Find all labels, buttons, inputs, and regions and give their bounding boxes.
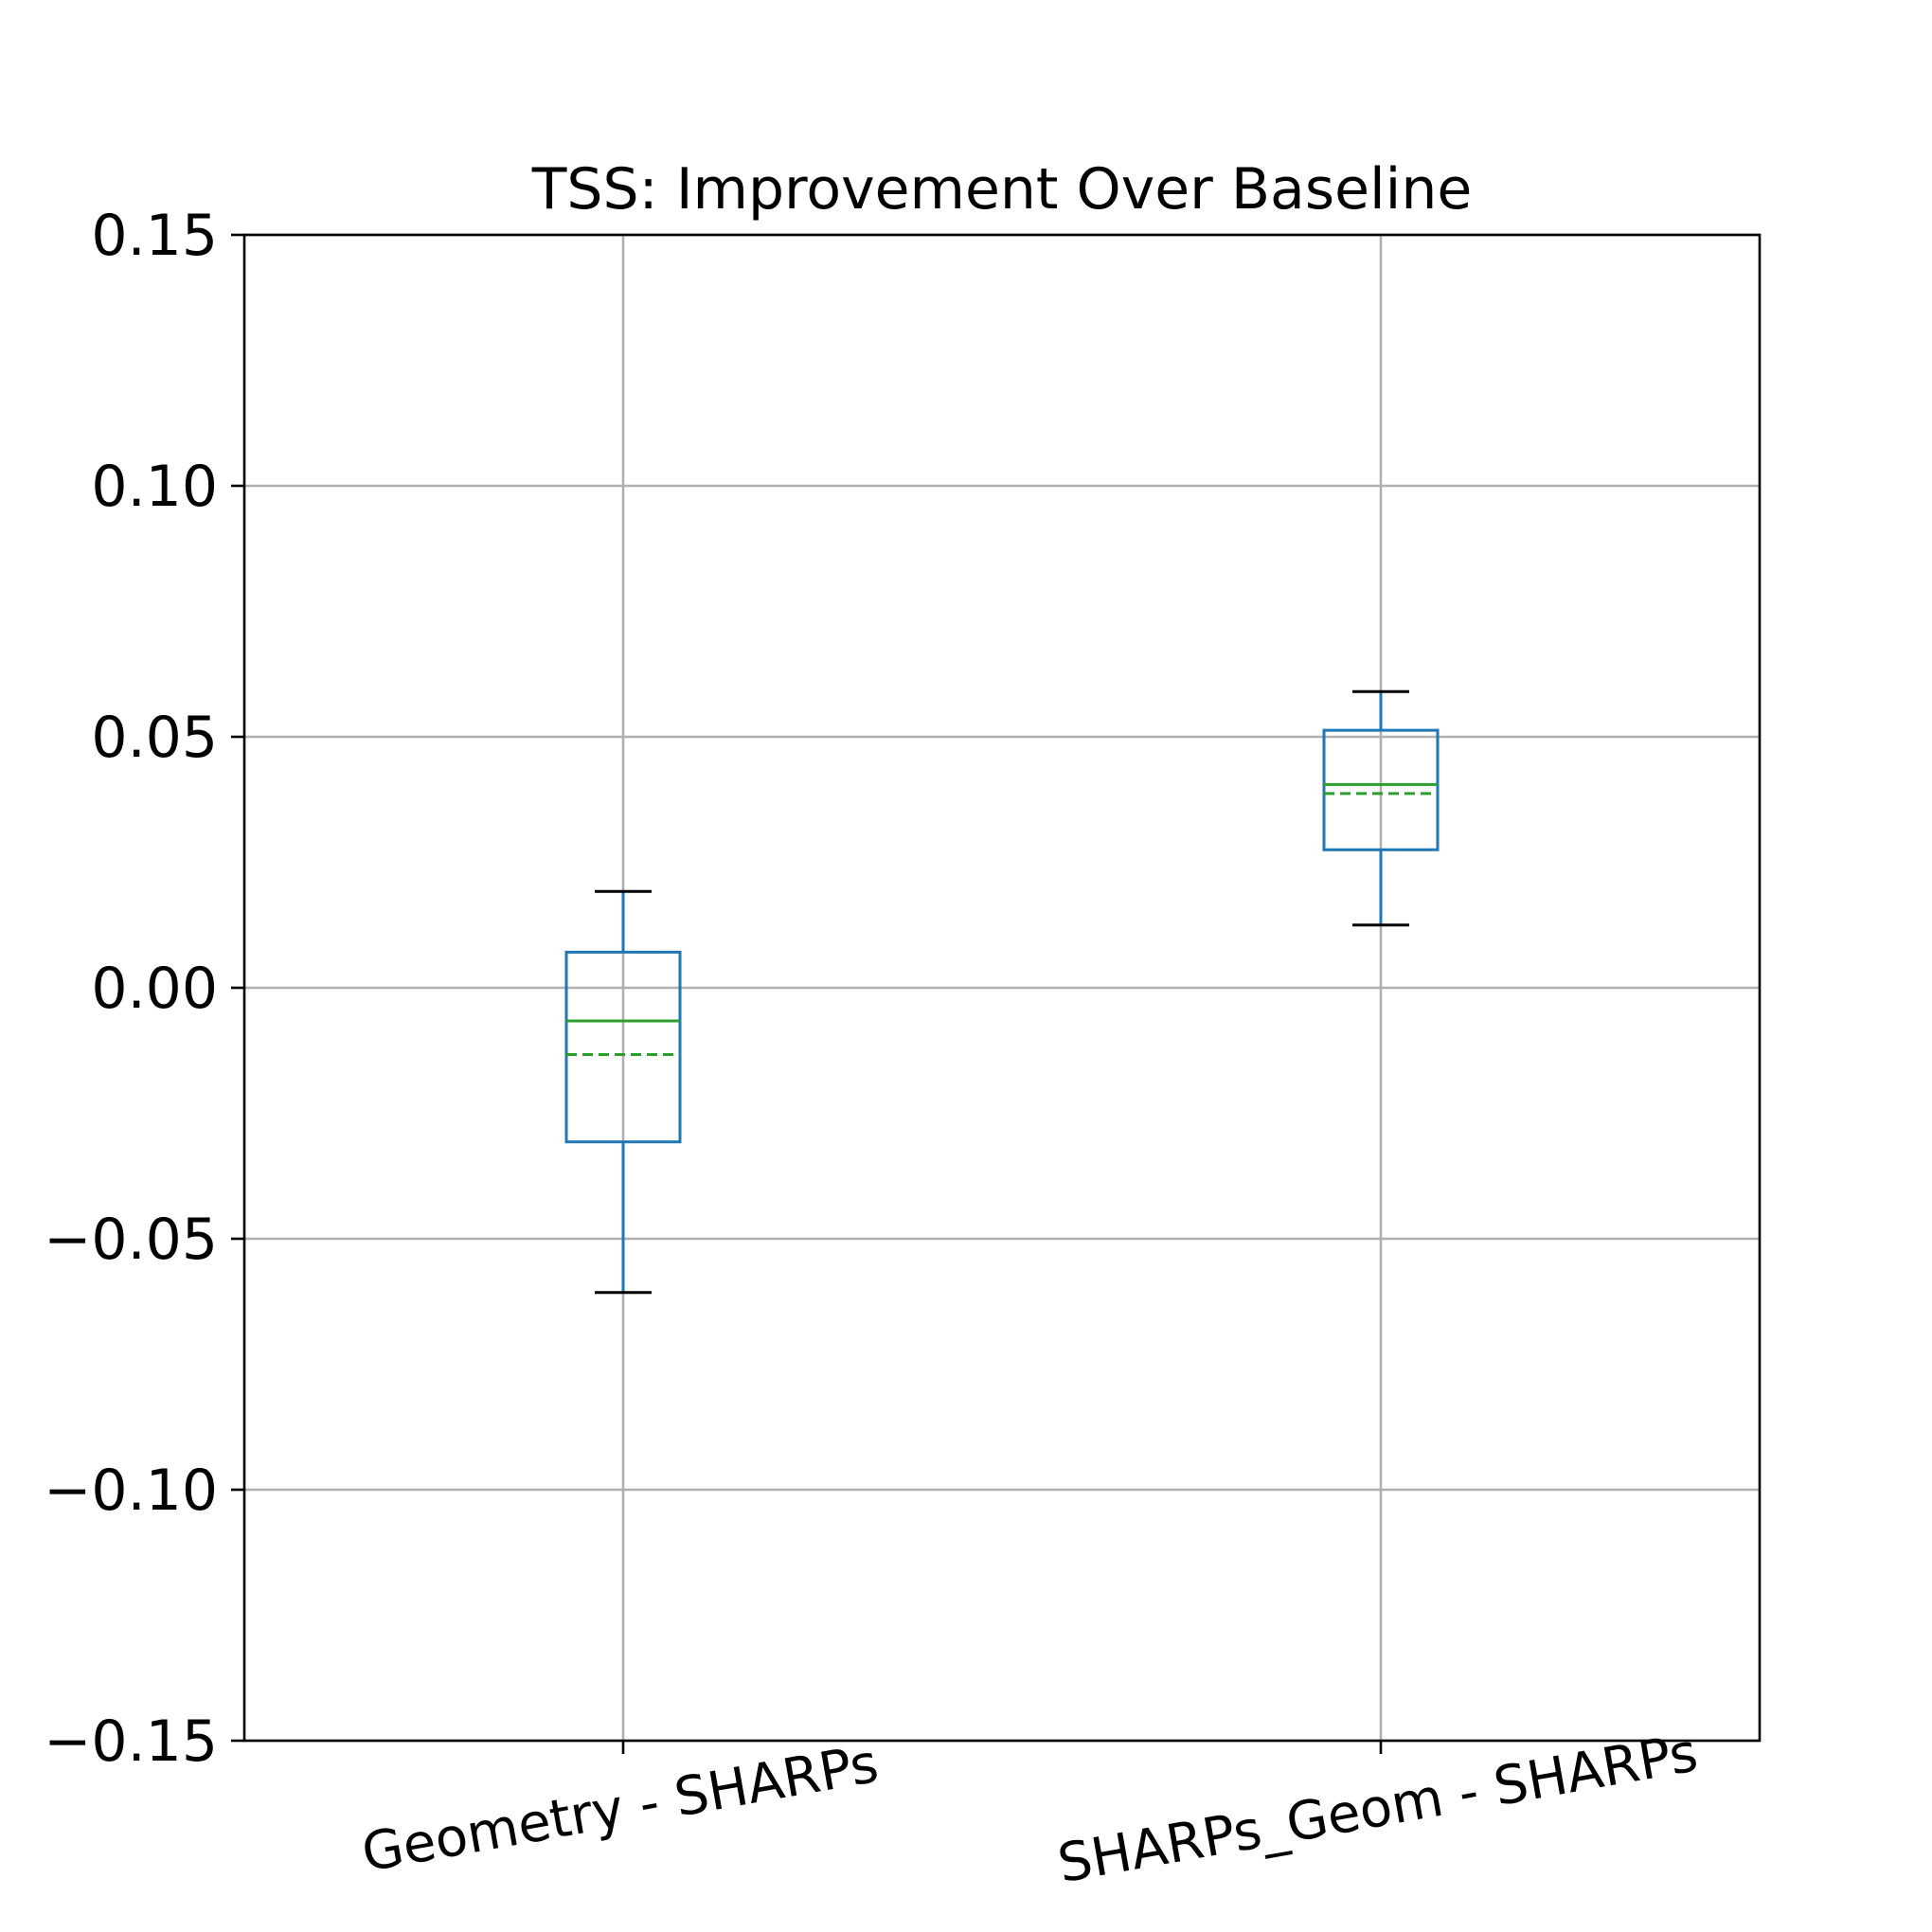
box-group bbox=[1322, 689, 1440, 927]
box-group bbox=[564, 889, 682, 1295]
boxes bbox=[564, 689, 1440, 1295]
iqr-box bbox=[564, 950, 682, 1144]
grid-lines bbox=[244, 233, 1760, 1743]
y-tick-label: −0.05 bbox=[44, 1207, 218, 1273]
iqr-box bbox=[1322, 728, 1440, 851]
y-tick-label: −0.15 bbox=[44, 1708, 218, 1775]
y-tick-label: −0.10 bbox=[44, 1458, 218, 1524]
x-tick-label: Geometry - SHARPs bbox=[357, 1733, 883, 1885]
y-tick-label: 0.15 bbox=[91, 203, 218, 269]
x-tick-label: SHARPs_Geom - SHARPs bbox=[1053, 1722, 1702, 1895]
y-tick-label: 0.05 bbox=[91, 705, 218, 771]
axis-ticks: −0.15 −0.10 −0.05 0.00 0.05 0.10 0.15 Geometry … bbox=[44, 203, 1702, 1895]
y-tick-label: 0.00 bbox=[91, 956, 218, 1022]
chart-title: TSS: Improvement Over Baseline bbox=[531, 156, 1473, 223]
y-tick-label: 0.10 bbox=[91, 454, 218, 520]
